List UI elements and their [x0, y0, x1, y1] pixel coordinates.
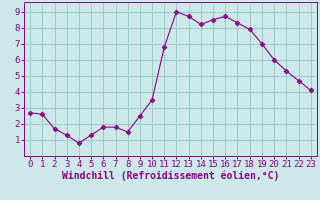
X-axis label: Windchill (Refroidissement éolien,°C): Windchill (Refroidissement éolien,°C)	[62, 171, 279, 181]
